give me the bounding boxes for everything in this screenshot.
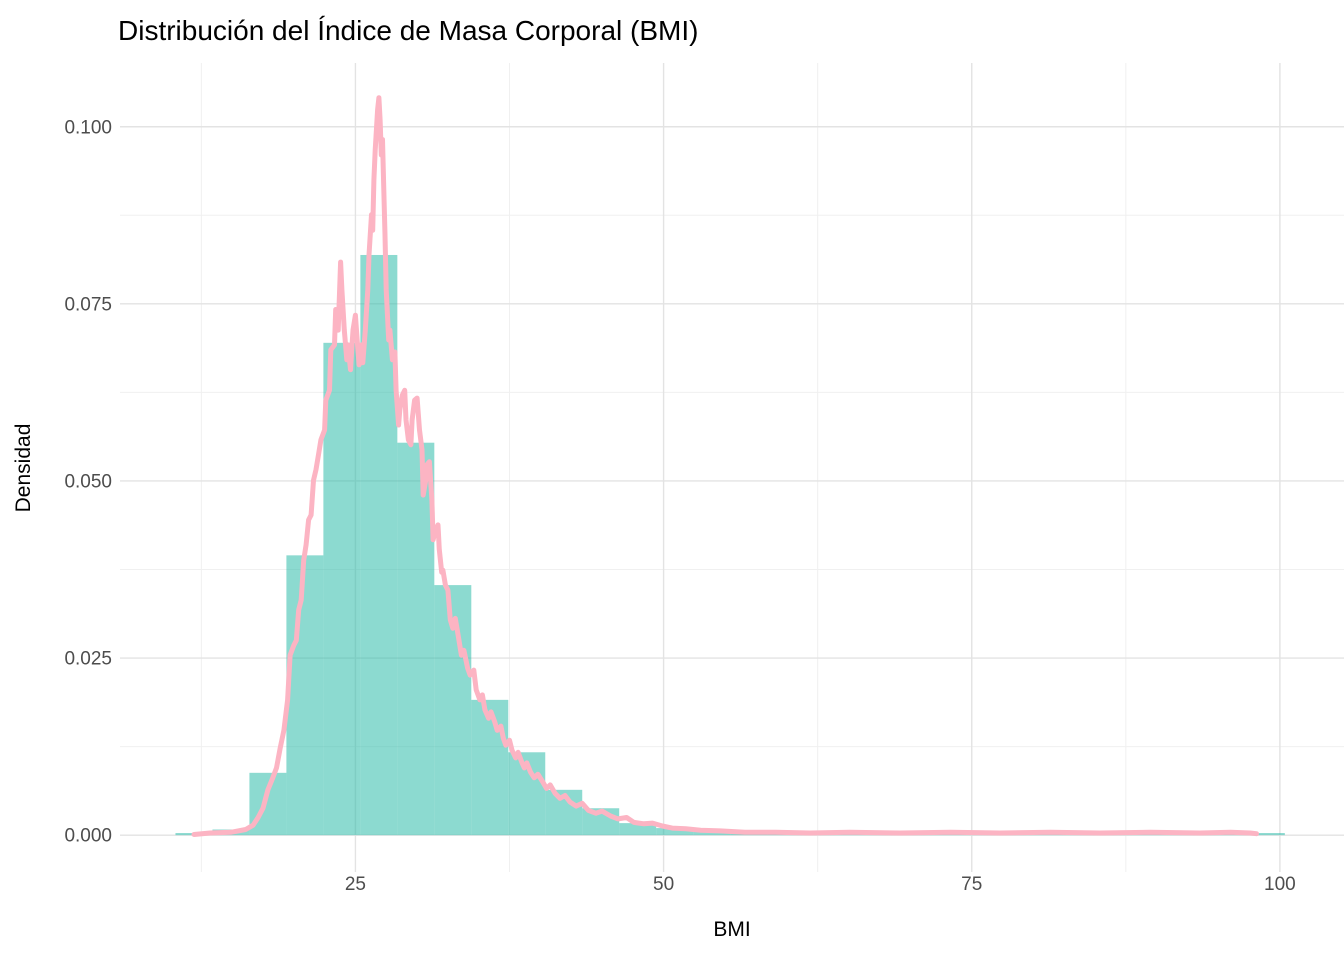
x-tick-label: 50: [653, 874, 674, 895]
histogram-bars: [175, 254, 1285, 836]
y-axis-tick-labels: 0.000 0.025 0.050 0.075 0.100: [64, 117, 112, 846]
histogram-bar: [656, 828, 694, 836]
x-tick-label: 25: [345, 874, 366, 895]
x-tick-label: 100: [1264, 874, 1296, 895]
y-axis-title: Densidad: [12, 424, 35, 513]
y-tick-label: 0.050: [64, 471, 112, 492]
y-tick-label: 0.100: [64, 117, 112, 138]
chart-title: Distribución del Índice de Masa Corporal…: [118, 15, 698, 46]
density-curve: [191, 95, 1259, 837]
histogram-bar: [1247, 833, 1285, 836]
histogram-bar: [397, 442, 435, 836]
histogram-bar: [619, 823, 657, 836]
x-tick-label: 75: [961, 874, 982, 895]
y-tick-label: 0.075: [64, 294, 112, 315]
histogram-bar: [323, 342, 361, 836]
x-axis-tick-labels: 25 50 75 100: [345, 874, 1296, 895]
histogram-bar: [471, 699, 509, 836]
x-axis-title: BMI: [713, 918, 750, 941]
y-tick-label: 0.000: [64, 826, 112, 847]
y-tick-label: 0.025: [64, 649, 112, 670]
histogram-bar: [286, 555, 324, 836]
